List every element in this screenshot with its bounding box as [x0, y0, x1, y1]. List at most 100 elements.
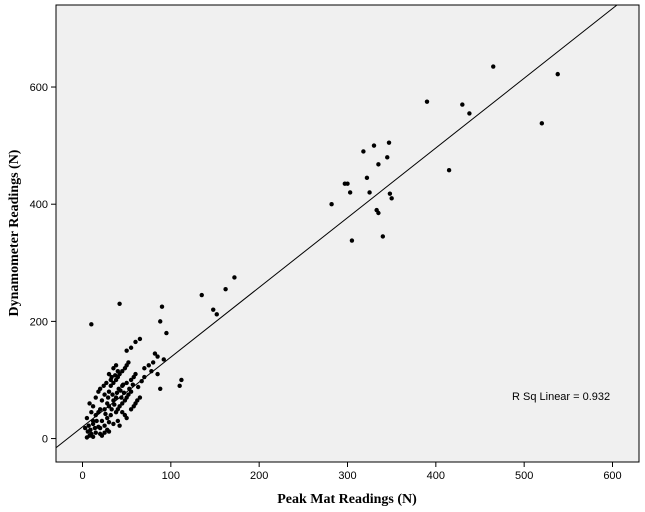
- data-point: [106, 371, 112, 377]
- data-point: [86, 423, 91, 428]
- data-point: [90, 404, 96, 409]
- data-point: [90, 418, 96, 424]
- data-point: [90, 434, 96, 440]
- data-point: [113, 363, 119, 368]
- data-point: [179, 377, 184, 383]
- x-tick-label: 100: [162, 470, 180, 482]
- data-point: [130, 382, 136, 387]
- y-tick-label: 600: [30, 82, 48, 94]
- data-point: [97, 407, 103, 412]
- data-point: [137, 336, 143, 342]
- data-point: [99, 418, 105, 424]
- data-point: [367, 190, 372, 195]
- data-point: [97, 386, 103, 391]
- data-point: [109, 374, 114, 380]
- data-point: [117, 423, 122, 428]
- data-point: [199, 292, 204, 298]
- data-point: [109, 407, 114, 412]
- data-point: [117, 301, 122, 307]
- data-point: [158, 386, 163, 391]
- linear-fit-line: [55, 4, 618, 449]
- data-point: [389, 196, 394, 201]
- data-point: [120, 409, 125, 415]
- data-point: [99, 398, 105, 403]
- data-point: [115, 418, 121, 424]
- data-point: [106, 419, 112, 425]
- data-point: [361, 149, 366, 154]
- data-point: [555, 71, 560, 77]
- data-point: [97, 425, 103, 431]
- data-point: [84, 415, 90, 421]
- data-point: [102, 407, 107, 412]
- data-point: [108, 383, 113, 389]
- data-point: [329, 202, 334, 207]
- data-point: [446, 168, 452, 173]
- data-point: [149, 368, 154, 374]
- data-point: [142, 374, 147, 380]
- data-point: [133, 339, 138, 345]
- r-squared-annotation: R Sq Linear = 0.932: [512, 391, 610, 403]
- data-point: [106, 404, 112, 409]
- data-point: [105, 395, 111, 400]
- data-point: [93, 412, 98, 418]
- data-point: [118, 388, 123, 393]
- data-point: [371, 143, 377, 148]
- data-point: [539, 121, 545, 126]
- y-tick-label: 0: [42, 434, 48, 446]
- x-tick-label: 400: [427, 470, 445, 482]
- x-tick-label: 200: [250, 470, 268, 482]
- data-point: [115, 368, 121, 374]
- data-point: [120, 368, 125, 374]
- data-point: [114, 390, 120, 396]
- data-point: [120, 382, 126, 387]
- data-point: [232, 275, 237, 280]
- data-point: [467, 111, 472, 116]
- data-point: [146, 363, 151, 368]
- y-tick-label: 400: [30, 199, 48, 211]
- data-point: [104, 380, 109, 386]
- data-point: [376, 162, 381, 167]
- data-point: [126, 392, 131, 397]
- data-point: [491, 64, 496, 69]
- data-point: [150, 360, 156, 365]
- data-point: [155, 371, 160, 377]
- data-point: [102, 430, 107, 435]
- data-point: [102, 392, 107, 397]
- data-point: [135, 398, 140, 403]
- data-point: [89, 409, 94, 415]
- data-point: [128, 345, 134, 350]
- data-point: [89, 322, 94, 327]
- data-point: [113, 395, 119, 400]
- data-point: [386, 140, 392, 145]
- data-point: [108, 412, 113, 418]
- data-point: [135, 384, 141, 390]
- data-point: [128, 407, 134, 412]
- x-tick-label: 0: [79, 470, 85, 482]
- data-point: [110, 392, 115, 397]
- x-tick-label: 300: [338, 470, 356, 482]
- data-point: [128, 377, 134, 383]
- data-point: [121, 390, 127, 396]
- y-axis-title: Dynamometer Readings (N): [7, 149, 22, 316]
- data-point: [101, 383, 106, 389]
- data-point: [126, 360, 131, 365]
- data-point: [345, 181, 350, 186]
- data-point: [152, 351, 158, 356]
- data-point: [93, 430, 98, 435]
- data-point: [177, 383, 182, 389]
- data-point: [387, 191, 393, 196]
- data-point: [111, 366, 116, 371]
- data-point: [120, 401, 125, 406]
- data-point: [137, 395, 143, 400]
- data-point: [103, 411, 108, 417]
- data-point: [127, 386, 132, 391]
- data-point: [93, 395, 98, 400]
- data-point: [347, 190, 353, 195]
- data-point: [159, 304, 165, 309]
- data-point: [164, 330, 169, 336]
- plot-background: [55, 4, 640, 463]
- y-tick-label: 200: [30, 316, 48, 328]
- data-point: [112, 373, 118, 378]
- data-point: [119, 395, 124, 400]
